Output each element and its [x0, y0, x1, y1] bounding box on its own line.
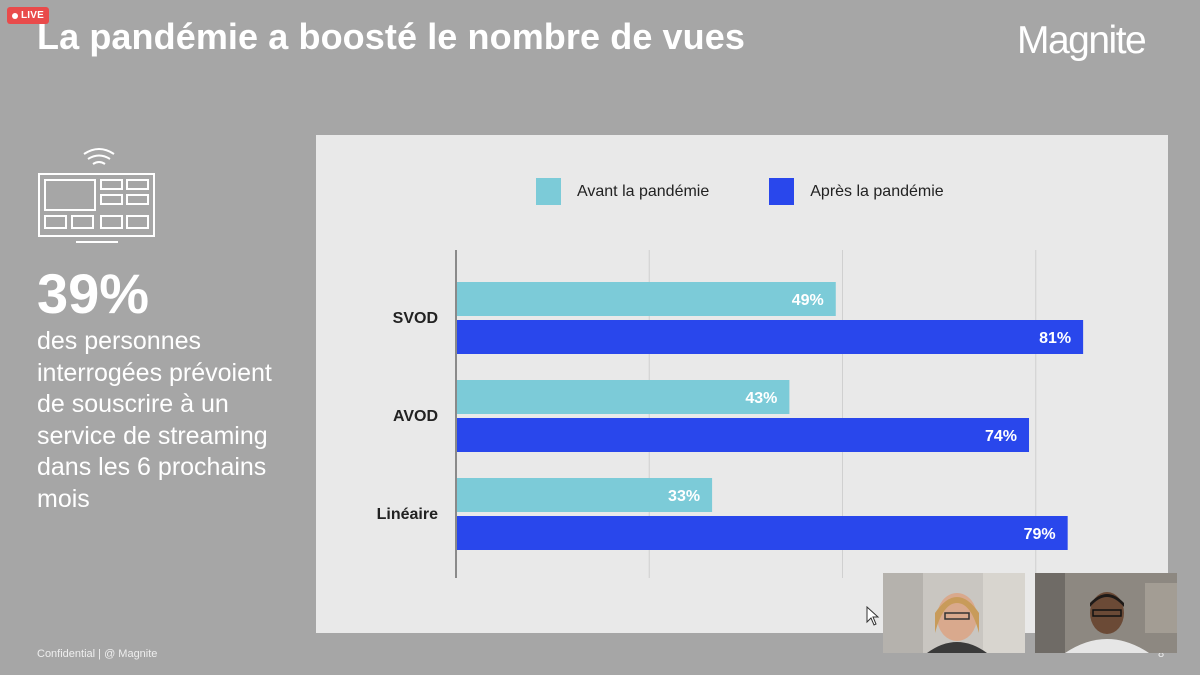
live-label: LIVE	[20, 10, 45, 21]
video-tile-participant-woman[interactable]	[883, 573, 1025, 653]
bar-after	[457, 320, 1084, 354]
category-label: Linéaire	[377, 506, 438, 523]
bar-after	[457, 516, 1068, 550]
bar-value-label: 33%	[668, 488, 700, 505]
magnite-logo: Magnite	[1017, 19, 1147, 62]
legend-swatch-after	[769, 178, 795, 205]
legend-item-after: Après la pandémie	[769, 178, 944, 205]
stat-number: 39%	[37, 262, 150, 325]
bar-after	[457, 418, 1030, 452]
bar-chart: Avant la pandémie Après la pandémie SVOD…	[316, 135, 1168, 633]
chart-plot: SVOD 49% 81% AVOD 43% 74% Linéaire 33% 79%	[377, 250, 1084, 578]
category-label: AVOD	[393, 408, 438, 425]
bar-before	[457, 478, 713, 512]
bar-before	[457, 282, 836, 316]
live-badge: LIVE	[7, 7, 49, 24]
live-dot-icon	[11, 12, 18, 19]
mouse-cursor-icon	[866, 606, 880, 626]
chart-legend: Avant la pandémie Après la pandémie	[536, 178, 1004, 205]
bar-value-label: 43%	[745, 390, 777, 407]
stat-description: des personnes interrogées prévoient de s…	[37, 327, 272, 513]
legend-label-after: Après la pandémie	[810, 182, 944, 200]
slide-title: La pandémie a boosté le nombre de vues	[37, 16, 745, 57]
category-label: SVOD	[393, 310, 438, 327]
legend-label-before: Avant la pandémie	[577, 182, 710, 200]
video-tile-participant-man[interactable]	[1035, 573, 1177, 653]
legend-item-before: Avant la pandémie	[536, 178, 709, 205]
bar-before	[457, 380, 790, 414]
bar-value-label: 79%	[1024, 526, 1056, 543]
bar-value-label: 74%	[985, 428, 1017, 445]
tv-streaming-icon	[38, 148, 155, 243]
page-number: 8	[1158, 648, 1165, 660]
slide-footer: Confidential | @ Magnite	[37, 648, 158, 660]
legend-swatch-before	[536, 178, 561, 205]
bar-value-label: 81%	[1039, 330, 1071, 347]
bar-value-label: 49%	[792, 292, 824, 309]
